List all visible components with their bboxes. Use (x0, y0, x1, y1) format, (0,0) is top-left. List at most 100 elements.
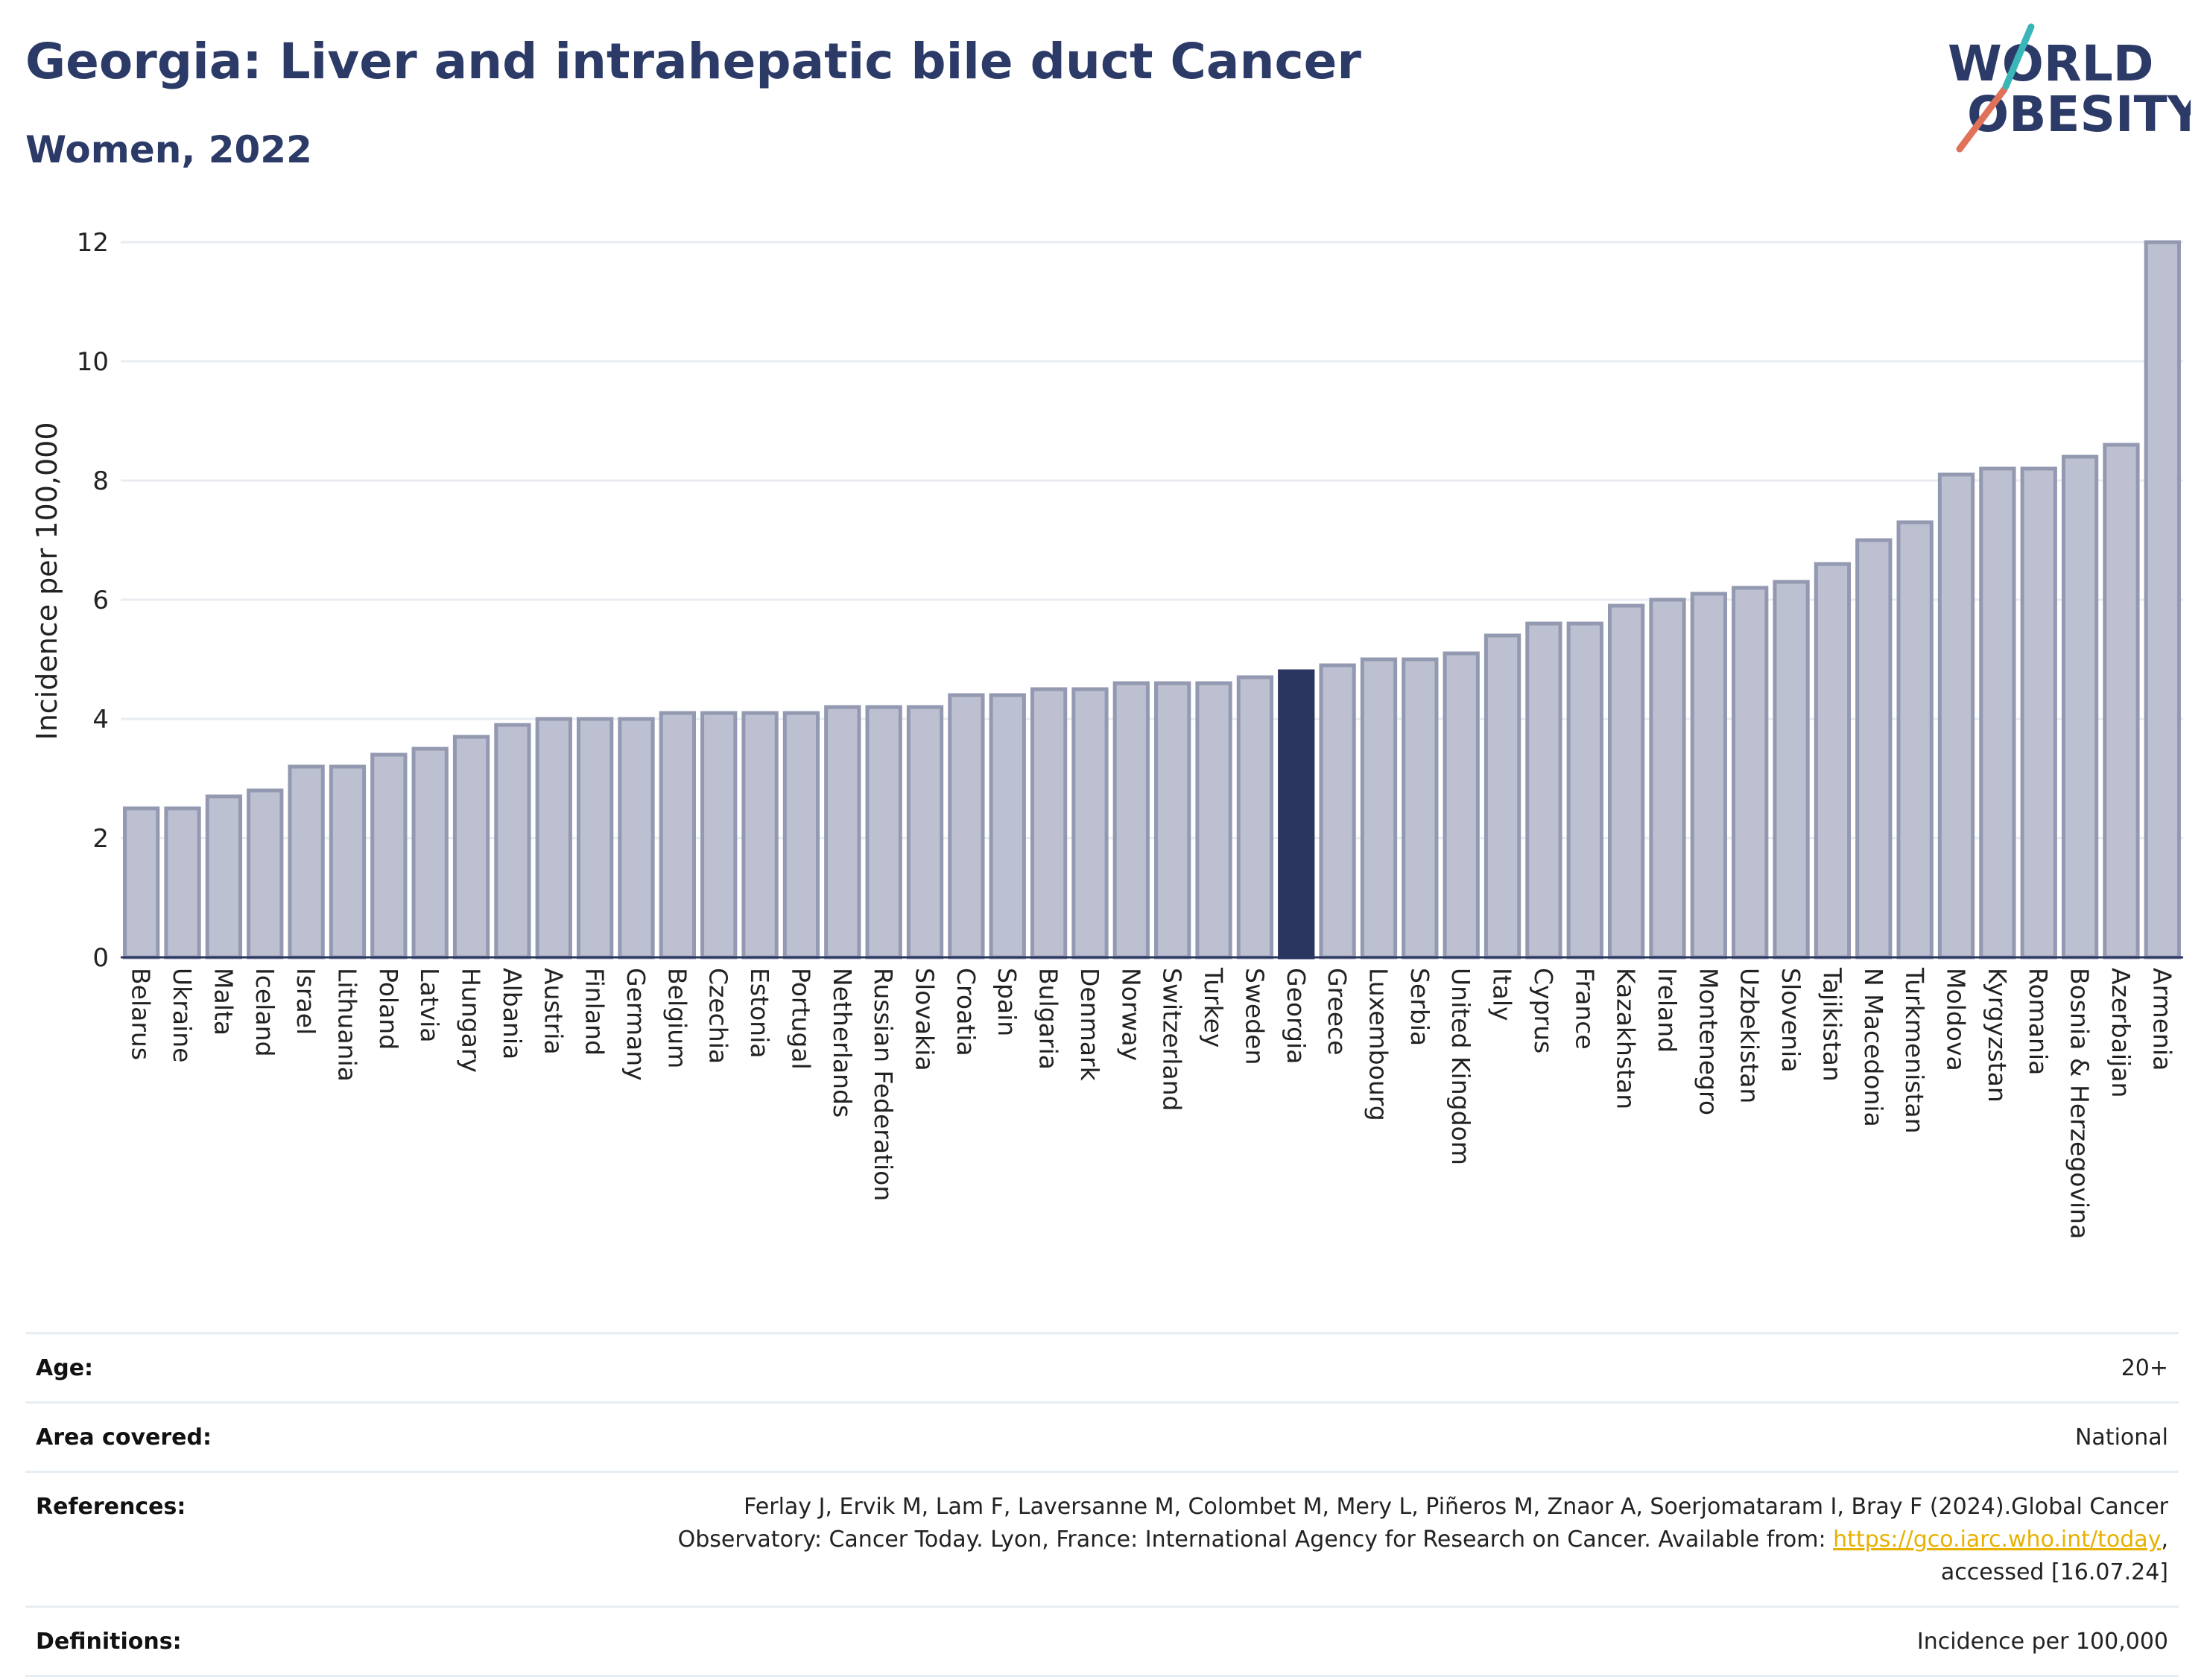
x-tick-label: Russian Federation (869, 968, 898, 1201)
bar-ukraine (164, 806, 201, 960)
y-tick-label: 8 (92, 466, 109, 496)
bar-slovakia (906, 705, 944, 960)
info-row-references: References: Ferlay J, Ervik M, Lam F, La… (25, 1471, 2179, 1605)
x-tick-label: Luxembourg (1364, 968, 1393, 1121)
bar-spain (989, 693, 1026, 960)
x-tick-label: Belgium (662, 968, 691, 1068)
references-value: Ferlay J, Ervik M, Lam F, Laversanne M, … (641, 1491, 2168, 1589)
bar-bosnia-herzegovina (2061, 454, 2099, 960)
bar-kyrgyzstan (1979, 466, 2016, 960)
x-tick-label: Croatia (951, 968, 981, 1056)
bar-italy (1483, 633, 1521, 960)
y-tick-label: 2 (92, 824, 109, 854)
bar-lithuania (329, 764, 367, 960)
y-tick-label: 4 (92, 705, 109, 735)
definitions-label: Definitions: (36, 1629, 182, 1655)
x-tick-label: Poland (374, 968, 403, 1050)
x-tick-label: Romania (2024, 968, 2053, 1075)
bar-france (1566, 621, 1603, 960)
x-tick-label: Montenegro (1694, 968, 1723, 1115)
bar-romania (2020, 466, 2057, 960)
bar-tajikistan (1814, 562, 1852, 960)
bar-malta (205, 794, 243, 960)
x-tick-label: Azerbaijan (2106, 968, 2135, 1097)
x-tick-label: Denmark (1075, 968, 1104, 1082)
x-tick-label: Switzerland (1158, 968, 1187, 1112)
x-tick-label: Armenia (2147, 968, 2176, 1071)
bar-norway (1112, 681, 1150, 960)
x-tick-label: Germany (621, 968, 650, 1081)
x-tick-label: Malta (209, 968, 238, 1036)
logo-line-2: OBESITY (1967, 86, 2191, 143)
age-value: 20+ (2121, 1355, 2168, 1381)
x-tick-label: Lithuania (332, 968, 361, 1082)
x-tick-label: Turkmenistan (1900, 967, 1929, 1134)
bar-cyprus (1525, 621, 1562, 960)
x-tick-label: Belarus (127, 968, 156, 1060)
definitions-value: Incidence per 100,000 (1916, 1629, 2168, 1655)
y-tick-label: 6 (92, 586, 109, 615)
info-row-age: Age: 20+ (25, 1332, 2179, 1401)
bar-uzbekistan (1732, 586, 1769, 960)
bar-united-kingdom (1443, 651, 1480, 960)
bar-turkey (1195, 681, 1232, 960)
bar-greece (1319, 663, 1356, 960)
x-tick-label: Netherlands (828, 968, 857, 1118)
bar-netherlands (824, 705, 861, 960)
chart-title: Georgia: Liver and intrahepatic bile duc… (25, 33, 1361, 90)
y-tick-label: 10 (77, 347, 109, 377)
x-tick-label: Moldova (1942, 968, 1971, 1071)
x-tick-label: Kazakhstan (1612, 968, 1641, 1109)
x-tick-label: France (1570, 968, 1599, 1050)
bar-russian-federation (865, 705, 902, 960)
x-tick-label: Bulgaria (1034, 968, 1063, 1070)
age-label: Age: (36, 1355, 94, 1381)
x-tick-label: Tajikistan (1817, 967, 1846, 1082)
references-text: Ferlay J, Ervik M, Lam F, Laversanne M, … (677, 1494, 2168, 1553)
bar-azerbaijan (2103, 443, 2140, 960)
x-tick-label: Latvia (415, 968, 444, 1042)
bar-austria (535, 717, 572, 960)
bar-georgia (1278, 669, 1315, 960)
bar-armenia (2144, 240, 2181, 960)
info-row-definitions: Definitions: Incidence per 100,000 (25, 1605, 2179, 1677)
info-row-area: Area covered: National (25, 1401, 2179, 1471)
bar-croatia (948, 693, 985, 960)
bar-n-macedonia (1855, 538, 1893, 960)
bar-latvia (411, 747, 449, 960)
x-tick-label: N Macedonia (1859, 968, 1888, 1127)
x-tick-label: Israel (291, 968, 320, 1035)
x-tick-label: Bosnia & Herzegovina (2065, 968, 2094, 1239)
logo-line-1: WORLD (1948, 35, 2154, 92)
y-tick-label: 12 (77, 228, 109, 258)
chart-subtitle: Women, 2022 (25, 128, 312, 171)
area-label: Area covered: (36, 1424, 212, 1451)
bar-ireland (1649, 597, 1686, 960)
x-tick-label: Turkey (1199, 967, 1228, 1047)
x-category-labels: Belarus Ukraine Malta Iceland Israel Lithuani… (127, 967, 2177, 1239)
x-tick-label: Sweden (1240, 968, 1269, 1065)
references-link[interactable]: https://gco.iarc.who.int/today (1833, 1527, 2162, 1553)
bar-denmark (1071, 687, 1109, 960)
bar-slovenia (1773, 580, 1810, 960)
logo-slash-red (1956, 86, 2008, 153)
x-tick-label: Slovenia (1776, 968, 1805, 1072)
x-tick-label: Finland (580, 968, 609, 1056)
x-tick-label: Cyprus (1529, 968, 1558, 1053)
x-tick-label: Kyrgyzstan (1983, 968, 2012, 1103)
area-value: National (2074, 1424, 2168, 1451)
bar-luxembourg (1360, 657, 1398, 960)
bar-belgium (659, 711, 697, 960)
bar-switzerland (1154, 681, 1191, 960)
bar-moldova (1937, 472, 1975, 960)
references-label: References: (36, 1494, 186, 1520)
logo-slash-teal (2002, 23, 2035, 90)
x-tick-label: Slovakia (911, 968, 940, 1071)
x-tick-label: Estonia (745, 968, 774, 1058)
x-tick-label: Hungary (457, 968, 486, 1073)
bar-hungary (452, 735, 490, 960)
bar-chart: 0 2 4 6 8 10 12 Belarus Ukraine Malta Iceland Isra… (31, 228, 2183, 1239)
bar-montenegro (1690, 592, 1728, 960)
bar-portugal (782, 711, 820, 960)
x-tick-label: Uzbekistan (1735, 968, 1764, 1103)
